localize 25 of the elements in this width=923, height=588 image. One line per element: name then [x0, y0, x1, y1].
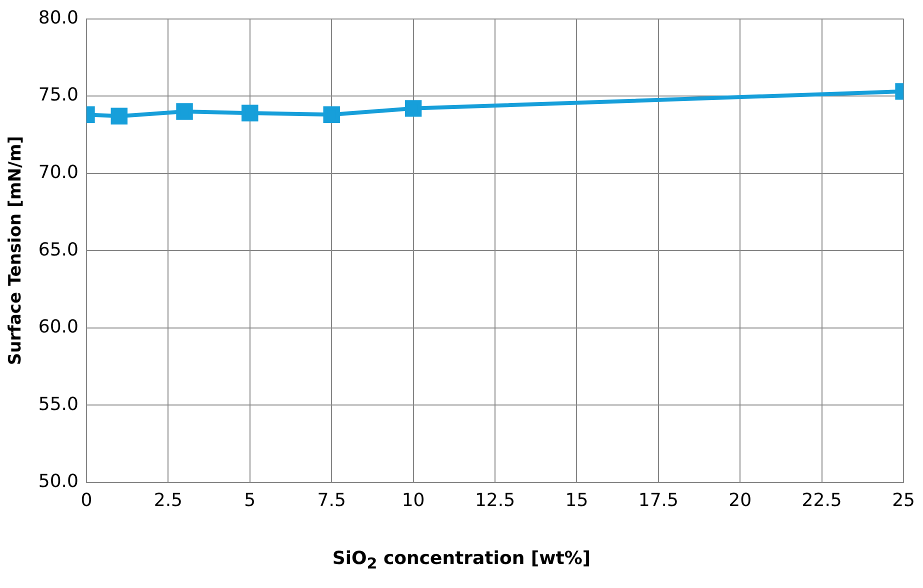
y-tick-label: 80.0 [38, 7, 78, 28]
y-tick-label: 60.0 [38, 316, 78, 338]
x-tick-label: 10 [402, 490, 425, 511]
point [110, 108, 128, 125]
x-tick-label: 12.5 [474, 490, 516, 511]
x-tick-label: 17.5 [638, 490, 678, 511]
y-tick-label: 70.0 [38, 162, 78, 184]
x-tick-label: 20 [728, 490, 752, 511]
y-axis-title: Surface Tension [mN/m] [6, 136, 26, 366]
x-axis-title: SiO$_{2}$ concentration [wt%] [331, 548, 592, 573]
x-tick-label: 15 [565, 490, 588, 511]
y-tick-label: 55.0 [38, 394, 78, 415]
x-tick-label: 0 [80, 490, 92, 511]
x-tick-label: 5 [244, 490, 256, 511]
point [176, 103, 193, 120]
x-tick-label: 2.5 [154, 490, 183, 511]
x-tick-label: 25 [892, 490, 915, 511]
point [323, 106, 340, 123]
point [404, 100, 422, 117]
y-tick-label: 50.0 [38, 471, 78, 492]
x-tick-label: 7.5 [317, 490, 346, 511]
y-tick-label: 65.0 [38, 239, 78, 260]
point [242, 104, 258, 122]
y-tick-label: 75.0 [38, 84, 78, 106]
x-tick-label: 22.5 [802, 490, 842, 511]
